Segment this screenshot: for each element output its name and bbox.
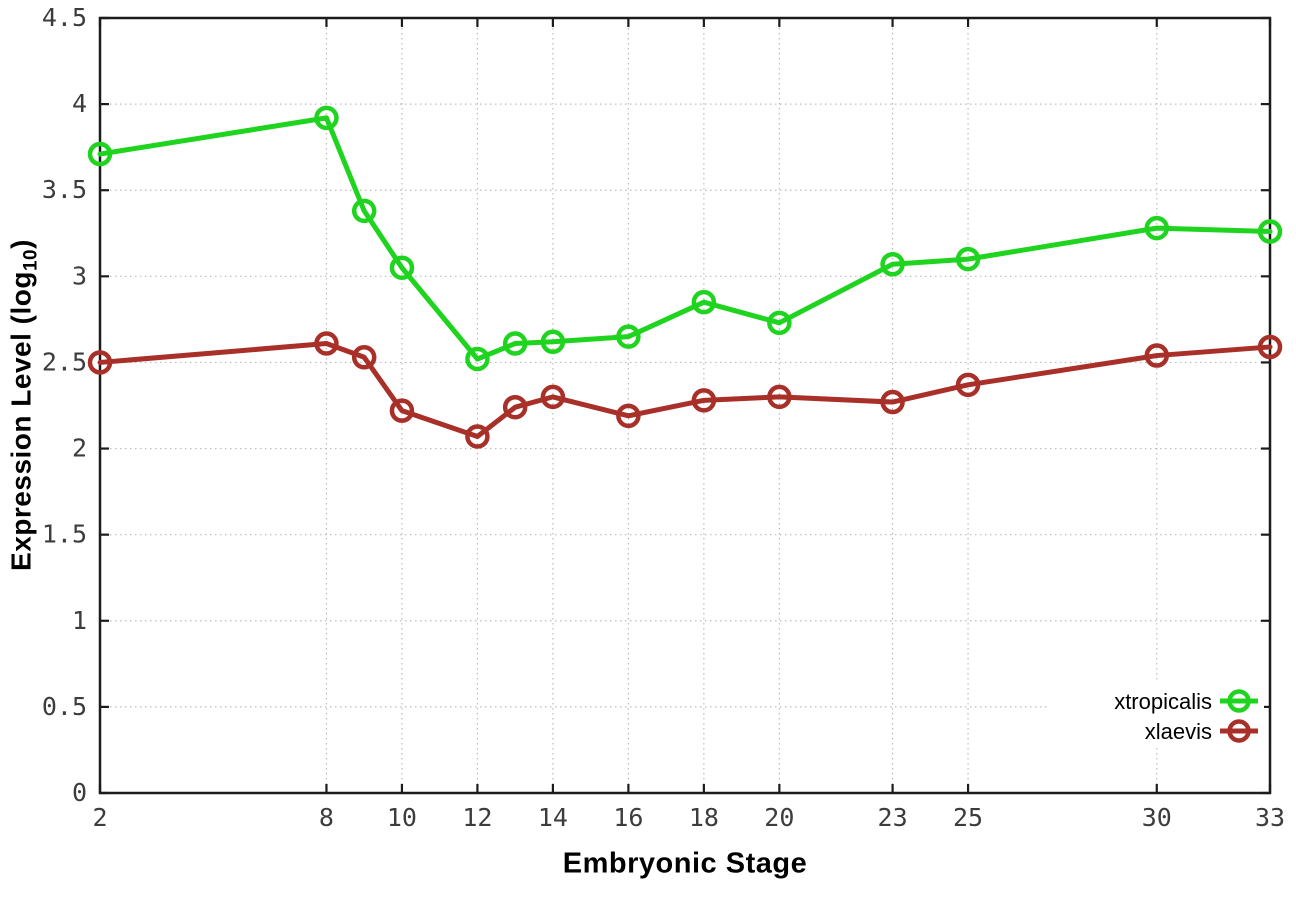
x-tick-label: 23: [878, 803, 908, 832]
y-tick-label: 3.5: [42, 175, 87, 204]
xtropicalis-point-12: [465, 346, 490, 372]
series-line-xtropicalis: [97, 115, 1273, 362]
x-tick-label: 16: [613, 803, 643, 832]
y-tick-label: 1.5: [42, 520, 87, 549]
legend-label-xlaevis: xlaevis: [1145, 719, 1212, 744]
xtropicalis-point-20: [767, 310, 792, 336]
x-tick-label: 12: [462, 803, 492, 832]
xtropicalis-point-10: [389, 255, 415, 280]
x-tick-label: 20: [764, 803, 794, 832]
series-xlaevis: [87, 331, 1283, 449]
y-tick-label: 0.5: [42, 692, 87, 721]
xtropicalis-point-16: [616, 324, 641, 349]
y-tick-label: 3: [72, 261, 87, 290]
y-tick-label: 0: [72, 778, 87, 807]
xlaevis-point-14: [540, 384, 566, 410]
xtropicalis-point-25: [955, 246, 981, 272]
plot-border: [98, 16, 1272, 795]
xtropicalis-point-30: [1144, 215, 1170, 241]
legend-item-xtropicalis: xtropicalis: [1114, 689, 1258, 714]
xlaevis-point-13: [502, 394, 528, 420]
legend-label-xtropicalis: xtropicalis: [1114, 689, 1212, 714]
xlaevis-point-12: [465, 424, 490, 449]
xtropicalis-point-18: [691, 289, 717, 315]
xlaevis-point-33: [1257, 334, 1283, 360]
y-tick-label: 4: [72, 89, 87, 118]
series-xtropicalis: [87, 105, 1283, 372]
xtropicalis-point-33: [1257, 219, 1283, 244]
y-axis-title-close-paren: ): [5, 239, 37, 249]
xlaevis-point-16: [616, 403, 641, 429]
xtropicalis-point-9: [351, 198, 377, 224]
xtropicalis-point-8: [314, 105, 339, 131]
xlaevis-point-10: [389, 398, 415, 423]
x-tick-label: 10: [387, 803, 417, 832]
xlaevis-point-2: [87, 350, 113, 375]
y-tick-labels: 0 0.5 1 1.5 2 2.5 3 3.5 4 4.5: [42, 3, 87, 807]
legend-marker-xlaevis: [1227, 719, 1251, 743]
x-tick-label: 2: [92, 803, 107, 832]
xtropicalis-point-14: [540, 329, 566, 355]
y-axis-title-text: Expression Level (log: [5, 271, 37, 571]
gridlines: [100, 18, 1270, 793]
xlaevis-point-25: [955, 372, 981, 398]
x-tick-label: 8: [319, 803, 334, 832]
xlaevis-point-20: [767, 384, 792, 410]
xlaevis-point-9: [351, 345, 377, 370]
y-axis-title-subscript: 10: [20, 248, 42, 272]
y-tick-label: 2.5: [42, 347, 87, 376]
x-axis-title: Embryonic Stage: [562, 847, 808, 880]
legend-marker-xtropicalis: [1227, 689, 1251, 713]
x-tick-label: 14: [538, 803, 568, 832]
y-tick-label: 4.5: [42, 3, 87, 32]
legend: xtropicalis xlaevis: [1050, 680, 1264, 748]
x-tick-label: 30: [1142, 803, 1172, 832]
xtropicalis-point-13: [502, 331, 528, 356]
x-tick-labels: 2 8 10 12 14 16 18 20 23 25 30 33: [92, 803, 1285, 832]
y-tick-label: 2: [72, 434, 87, 463]
xtropicalis-point-23: [880, 252, 905, 277]
xlaevis-point-8: [314, 331, 339, 356]
x-tick-label: 18: [689, 803, 719, 832]
xlaevis-point-23: [880, 389, 905, 415]
series-line-xlaevis: [97, 341, 1273, 439]
x-tick-label: 33: [1255, 803, 1285, 832]
y-axis-title: Expression Level (log10): [6, 239, 43, 571]
legend-background: [1050, 680, 1264, 748]
xlaevis-point-18: [691, 388, 717, 413]
legend-item-xlaevis: xlaevis: [1145, 719, 1258, 744]
x-tick-label: 25: [953, 803, 983, 832]
xlaevis-point-30: [1144, 343, 1170, 368]
xtropicalis-point-2: [87, 141, 113, 167]
y-tick-label: 1: [72, 606, 87, 635]
